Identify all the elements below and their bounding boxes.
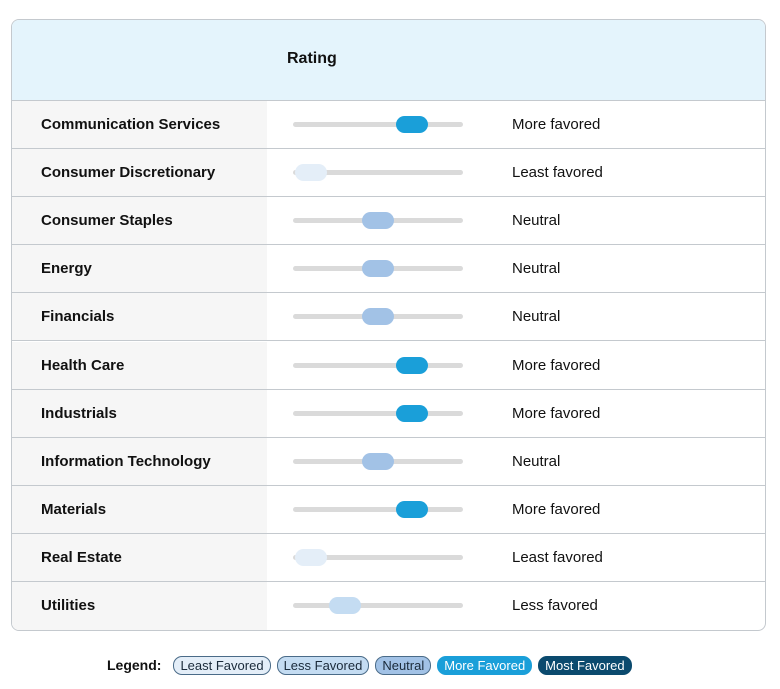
rating-slider [293,597,463,614]
rating-label: More favored [512,404,601,422]
rating-label: Neutral [512,260,561,278]
rating-slider [293,260,463,278]
sector-name: Communication Services [12,101,267,148]
rating-slider [293,212,463,230]
rating-slider [293,164,463,182]
legend-item: Least Favored [173,655,271,675]
slider-thumb [295,164,327,182]
table-row: Consumer Discretionary Least favored [12,149,765,198]
sector-name: Financials [12,293,267,341]
sector-name: Materials [12,485,267,533]
legend-item: Less Favored [276,655,370,675]
table-row: Health Care More favored [12,341,765,390]
rating-label: More favored [512,500,601,518]
table-row: Energy Neutral [12,245,765,294]
rating-label: Neutral [512,308,561,326]
legend-item: More Favored [437,655,533,675]
rating-label: More favored [512,116,601,133]
table-row: Communication Services More favored [12,101,765,149]
legend-item: Neutral [375,655,432,675]
slider-thumb [395,356,428,374]
table-row: Consumer Staples Neutral [12,197,765,246]
rating-slider [293,500,463,518]
slider-thumb [362,212,394,230]
legend-item: Most Favored [538,655,632,675]
sector-name: Energy [12,245,267,293]
slider-thumb [362,452,394,470]
rating-label: More favored [512,356,601,374]
slider-thumb [328,597,361,614]
table-row: Information Technology Neutral [12,437,765,486]
rating-label: Neutral [512,212,561,230]
sector-name: Utilities [12,582,267,630]
slider-thumb [362,308,394,326]
rating-slider [293,404,463,422]
slider-thumb [362,260,394,278]
table-row: Materials More favored [12,485,765,534]
rating-slider [293,356,463,374]
table-row: Industrials More favored [12,389,765,438]
slider-thumb [395,404,428,422]
rating-label: Neutral [512,452,561,470]
sector-name: Health Care [12,341,267,389]
rating-table: Rating Communication Services More favore… [11,19,766,631]
sector-name: Real Estate [12,533,267,581]
table-row: Utilities Less favored [12,582,765,630]
legend-title: Legend: [107,657,162,673]
slider-thumb [395,500,428,518]
slider-thumb [395,116,428,133]
rating-slider [293,452,463,470]
rating-slider [293,308,463,326]
table-row: Real Estate Least favored [12,533,765,582]
table-header: Rating [12,20,765,101]
sector-name: Consumer Discretionary [12,149,267,197]
legend: Legend: Least Favored Less Favored Neutral M… [107,655,638,675]
sector-name: Consumer Staples [12,197,267,245]
rating-label: Least favored [512,548,603,566]
header-title: Rating [287,50,337,67]
slider-thumb [295,548,327,566]
sector-name: Information Technology [12,437,267,485]
sector-name: Industrials [12,389,267,437]
rating-label: Less favored [512,597,598,614]
rating-label: Least favored [512,164,603,182]
rating-slider [293,116,463,133]
table-row: Financials Neutral [12,293,765,342]
rating-slider [293,548,463,566]
